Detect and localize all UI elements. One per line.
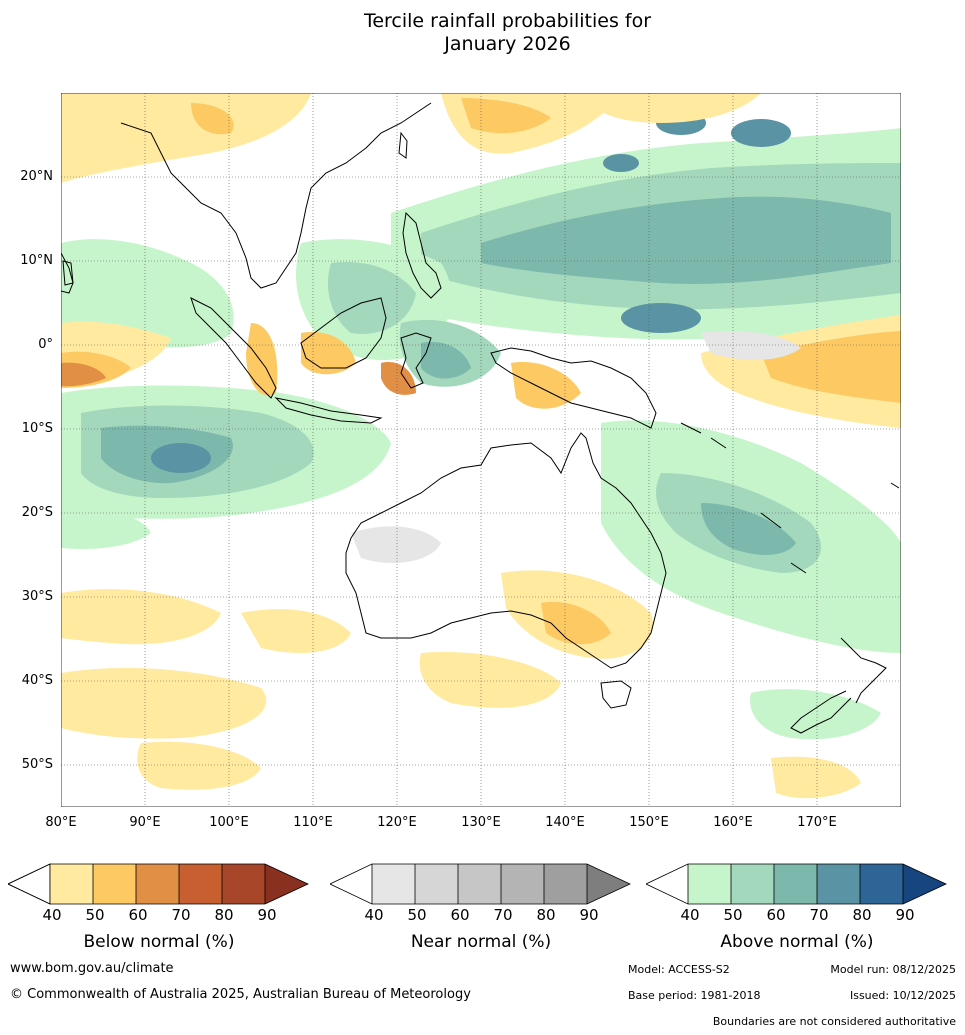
cbar-below-seg-5 <box>222 864 265 904</box>
colorbar-above-label: Above normal (%) <box>720 932 874 952</box>
cbar-near-seg-1 <box>372 864 415 904</box>
tick-label: 70 <box>493 906 513 924</box>
coastlines <box>61 102 900 734</box>
tick-label: 70 <box>809 906 829 924</box>
cbar-below-seg-1 <box>50 864 93 904</box>
cbar-near-seg-6 <box>587 864 630 904</box>
tasmania-coast <box>600 680 632 709</box>
lat-label: 20°S <box>21 505 53 520</box>
cbar-below-seg-2 <box>93 864 136 904</box>
sulawesi-coast <box>400 332 432 389</box>
philippines-coast <box>402 211 442 299</box>
map-canvas <box>61 93 901 807</box>
taiwan-coast <box>398 131 408 159</box>
lat-label: 50°S <box>21 757 53 772</box>
lon-label: 150°E <box>629 815 669 830</box>
footer-model: Model: ACCESS-S2 <box>628 963 730 976</box>
lon-label: 160°E <box>713 815 753 830</box>
tick-label: 80 <box>214 906 234 924</box>
lon-label: 140°E <box>545 815 585 830</box>
lat-label: 20°N <box>20 169 53 184</box>
lat-label: 40°S <box>21 673 53 688</box>
tick-label: 80 <box>536 906 556 924</box>
sri-lanka-coast <box>62 260 74 286</box>
colorbar-below-label: Below normal (%) <box>83 932 235 952</box>
tick-label: 90 <box>579 906 599 924</box>
map-title: Tercile rainfall probabilities for Janua… <box>0 10 965 56</box>
cbar-above-seg-1 <box>688 864 731 904</box>
cbar-below-seg-0 <box>8 863 51 905</box>
lat-label: 10°N <box>20 253 53 268</box>
colorbar-below <box>8 863 309 905</box>
title-line-2: January 2026 <box>444 33 571 55</box>
tick-label: 40 <box>364 906 384 924</box>
colorbar-near <box>330 863 631 905</box>
cbar-above-seg-0 <box>646 864 688 904</box>
tick-label: 40 <box>42 906 62 924</box>
lat-label: 30°S <box>21 589 53 604</box>
cbar-near-seg-0 <box>330 864 372 904</box>
tick-label: 50 <box>85 906 105 924</box>
lon-label: 120°E <box>377 815 417 830</box>
footer-disclaimer: Boundaries are not considered authoritat… <box>712 1015 956 1028</box>
colorbar-above <box>646 863 947 905</box>
tick-label: 40 <box>680 906 700 924</box>
cbar-near-seg-4 <box>501 864 544 904</box>
se-asia-coast <box>120 102 432 289</box>
lon-label: 110°E <box>293 815 333 830</box>
cbar-near-seg-2 <box>415 864 458 904</box>
cbar-above-seg-5 <box>860 864 903 904</box>
footer-url: www.bom.gov.au/climate <box>10 961 174 976</box>
tick-label: 60 <box>450 906 470 924</box>
tick-label: 60 <box>766 906 786 924</box>
tick-label: 70 <box>171 906 191 924</box>
lon-label: 90°E <box>129 815 161 830</box>
footer-model-run: Model run: 08/12/2025 <box>830 963 956 976</box>
lon-label: 100°E <box>209 815 249 830</box>
footer-copyright: © Commonwealth of Australia 2025, Austra… <box>10 987 471 1002</box>
lon-label: 80°E <box>45 815 77 830</box>
tick-label: 80 <box>852 906 872 924</box>
tick-label: 90 <box>895 906 915 924</box>
cbar-above-seg-4 <box>817 864 860 904</box>
cbar-above-seg-2 <box>731 864 774 904</box>
cbar-near-seg-5 <box>544 864 587 904</box>
new-guinea-coast <box>490 347 657 429</box>
java-coast <box>274 397 383 424</box>
cbar-near-seg-3 <box>458 864 501 904</box>
rainfall-map <box>61 93 901 807</box>
cbar-above-seg-3 <box>774 864 817 904</box>
tick-label: 90 <box>257 906 277 924</box>
title-line-1: Tercile rainfall probabilities for <box>363 10 652 32</box>
new-zealand-coast <box>790 637 887 734</box>
borneo-coast <box>300 297 387 369</box>
probability-field <box>61 93 901 799</box>
footer-base-period: Base period: 1981-2018 <box>628 989 761 1002</box>
tick-label: 60 <box>128 906 148 924</box>
footer-issued: Issued: 10/12/2025 <box>849 989 956 1002</box>
tick-label: 50 <box>723 906 743 924</box>
colorbar-near-label: Near normal (%) <box>410 932 552 952</box>
cbar-below-seg-3 <box>136 864 179 904</box>
lat-label: 0° <box>38 337 53 352</box>
cbar-below-seg-4 <box>179 864 222 904</box>
tick-label: 50 <box>407 906 427 924</box>
cbar-above-seg-6 <box>903 864 946 904</box>
lon-label: 130°E <box>461 815 501 830</box>
lat-label: 10°S <box>21 421 53 436</box>
lon-label: 170°E <box>797 815 837 830</box>
australia-coast <box>345 432 667 669</box>
sumatra-coast <box>190 297 277 399</box>
cbar-below-seg-6 <box>265 864 308 904</box>
pacific-islands <box>680 422 900 574</box>
